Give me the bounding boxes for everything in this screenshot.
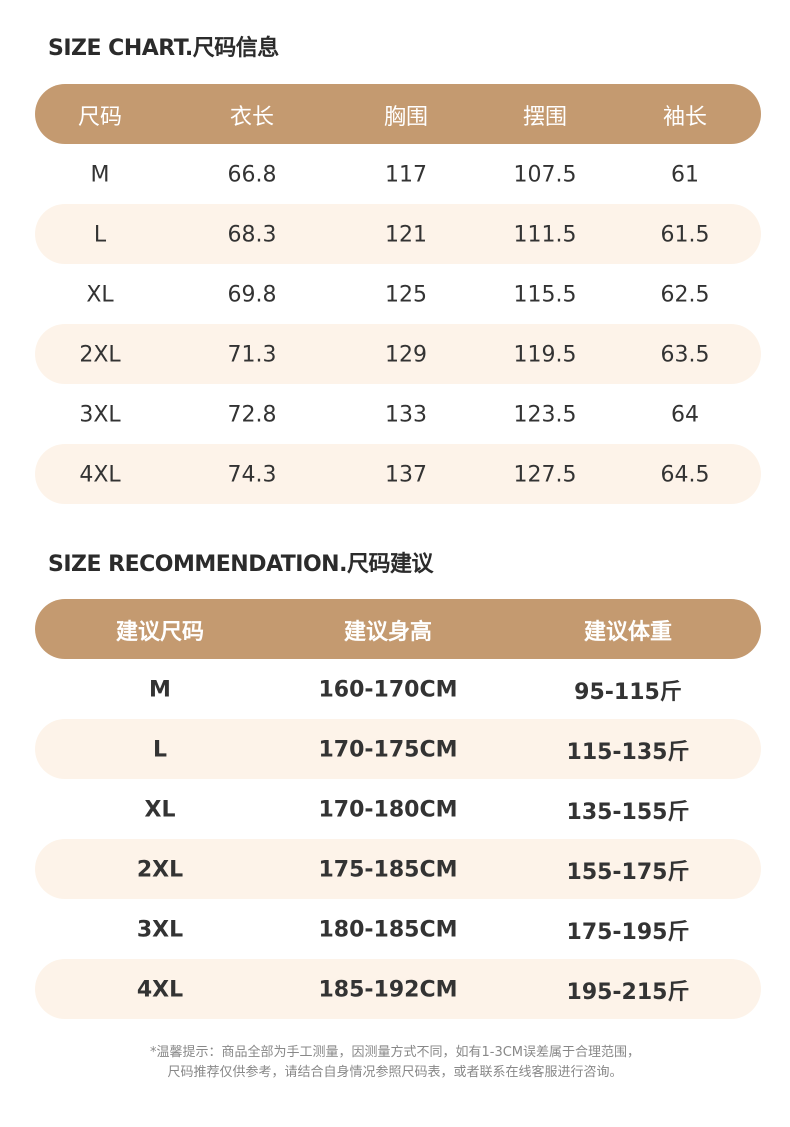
header-cell: 胸围 (383, 105, 429, 130)
table-cell: 61 (671, 162, 699, 188)
table-cell: 119.5 (513, 342, 577, 368)
table-cell: 195-215斤 (566, 980, 690, 1005)
table-cell: 175-185CM (318, 857, 458, 883)
table-cell: 62.5 (660, 282, 710, 308)
table-cell: 2XL (79, 342, 121, 368)
table-cell: 68.3 (227, 222, 277, 248)
table-cell: 117 (385, 162, 427, 188)
header-cell: 袖长 (662, 105, 708, 130)
table-cell: 4XL (136, 977, 184, 1003)
footnote: *温馨提示：商品全部为手工测量，因测量方式不同，如有1-3CM误差属于合理范围， (149, 1045, 641, 1060)
section-title: SIZE RECOMMENDATION.尺码建议 (48, 552, 433, 577)
row-background (35, 719, 761, 779)
table-cell: 63.5 (660, 342, 710, 368)
table-cell: 137 (385, 462, 427, 488)
table-cell: 3XL (79, 402, 121, 428)
table-cell: 74.3 (227, 462, 277, 488)
table-cell: 115.5 (513, 282, 577, 308)
table-cell: 123.5 (513, 402, 577, 428)
header-cell: 建议尺码 (115, 620, 205, 645)
row-background (35, 839, 761, 899)
table-cell: 160-170CM (318, 677, 458, 703)
table-cell: 111.5 (513, 222, 577, 248)
table-cell: 4XL (79, 462, 121, 488)
table-cell: 127.5 (513, 462, 577, 488)
table-cell: L (152, 737, 168, 763)
header-cell: 摆围 (522, 105, 568, 130)
table-cell: L (93, 222, 107, 248)
header-row (35, 599, 761, 659)
table-cell: 175-195斤 (566, 920, 690, 945)
header-cell: 尺码 (77, 105, 123, 130)
table-cell: 107.5 (513, 162, 577, 188)
table-cell: 155-175斤 (566, 860, 690, 885)
table-cell: 121 (385, 222, 427, 248)
table-cell: 72.8 (227, 402, 277, 428)
table-cell: 170-180CM (318, 797, 458, 823)
row-background (35, 324, 761, 384)
row-background (35, 959, 761, 1019)
table-cell: 95-115斤 (574, 680, 682, 705)
table-cell: 133 (385, 402, 427, 428)
table-cell: 69.8 (227, 282, 277, 308)
header-cell: 建议身高 (343, 620, 433, 645)
table-cell: 185-192CM (318, 977, 458, 1003)
footnote: 尺码推荐仅供参考，请结合自身情况参照尺码表，或者联系在线客服进行咨询。 (167, 1065, 623, 1080)
row-background (35, 204, 761, 264)
header-row (35, 84, 761, 144)
table-cell: M (149, 677, 171, 703)
table-cell: 66.8 (227, 162, 277, 188)
table-cell: 129 (385, 342, 427, 368)
row-background (35, 444, 761, 504)
table-cell: 64.5 (660, 462, 710, 488)
table-cell: 3XL (136, 917, 184, 943)
table-cell: XL (144, 797, 176, 823)
table-cell: 170-175CM (318, 737, 458, 763)
table-cell: M (90, 162, 110, 188)
section-title: SIZE CHART.尺码信息 (48, 36, 279, 61)
table-cell: 64 (671, 402, 699, 428)
table-cell: XL (86, 282, 114, 308)
table-cell: 180-185CM (318, 917, 458, 943)
table-cell: 71.3 (227, 342, 277, 368)
header-cell: 衣长 (229, 105, 275, 130)
table-cell: 135-155斤 (566, 800, 690, 825)
table-cell: 61.5 (660, 222, 710, 248)
table-cell: 125 (385, 282, 427, 308)
table-cell: 115-135斤 (566, 740, 690, 765)
table-cell: 2XL (136, 857, 184, 883)
header-cell: 建议体重 (583, 620, 673, 645)
